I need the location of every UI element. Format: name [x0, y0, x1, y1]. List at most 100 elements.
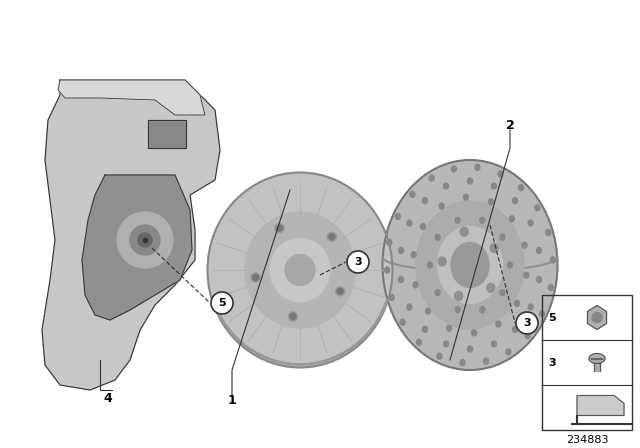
Ellipse shape [387, 239, 392, 246]
Circle shape [516, 312, 538, 334]
Text: 5: 5 [548, 313, 556, 323]
Ellipse shape [480, 307, 485, 313]
Ellipse shape [413, 282, 418, 288]
Ellipse shape [589, 353, 605, 363]
Ellipse shape [290, 314, 296, 319]
Ellipse shape [435, 234, 440, 241]
Ellipse shape [435, 289, 440, 296]
Ellipse shape [508, 262, 513, 268]
Ellipse shape [496, 321, 501, 327]
Ellipse shape [492, 183, 497, 189]
Ellipse shape [285, 254, 315, 285]
Text: 1: 1 [228, 393, 236, 406]
Ellipse shape [460, 227, 468, 236]
Polygon shape [42, 80, 220, 390]
Ellipse shape [407, 304, 412, 310]
Ellipse shape [438, 227, 502, 303]
Text: 2: 2 [506, 119, 515, 132]
Circle shape [138, 233, 152, 247]
Text: 234883: 234883 [566, 435, 608, 445]
Ellipse shape [420, 224, 426, 229]
Ellipse shape [546, 229, 551, 236]
Ellipse shape [500, 234, 505, 241]
Ellipse shape [548, 284, 553, 291]
Ellipse shape [536, 247, 541, 254]
Ellipse shape [460, 360, 465, 366]
Ellipse shape [490, 244, 499, 253]
Ellipse shape [438, 257, 446, 266]
Ellipse shape [439, 203, 444, 209]
Ellipse shape [451, 242, 489, 288]
Ellipse shape [444, 183, 449, 189]
Ellipse shape [467, 346, 472, 352]
Ellipse shape [550, 257, 556, 263]
Ellipse shape [429, 175, 434, 181]
Ellipse shape [383, 160, 557, 370]
Ellipse shape [422, 326, 428, 332]
Ellipse shape [207, 172, 392, 367]
Ellipse shape [524, 272, 529, 278]
Ellipse shape [475, 164, 480, 170]
Ellipse shape [467, 178, 472, 184]
Ellipse shape [535, 205, 540, 211]
Ellipse shape [455, 307, 460, 313]
Ellipse shape [251, 273, 260, 282]
Ellipse shape [540, 310, 545, 317]
Polygon shape [588, 306, 607, 329]
Ellipse shape [515, 301, 520, 306]
Text: 5: 5 [218, 298, 226, 308]
Polygon shape [577, 396, 624, 415]
Ellipse shape [528, 220, 533, 226]
Ellipse shape [447, 325, 452, 331]
Polygon shape [82, 175, 192, 320]
Ellipse shape [525, 332, 530, 339]
Ellipse shape [327, 232, 336, 241]
Ellipse shape [506, 349, 511, 355]
Text: 4: 4 [104, 392, 113, 405]
Polygon shape [58, 80, 205, 115]
Circle shape [592, 313, 602, 323]
Ellipse shape [509, 216, 515, 222]
Circle shape [347, 251, 369, 273]
Text: 3: 3 [548, 358, 556, 367]
Ellipse shape [492, 341, 497, 347]
Ellipse shape [396, 213, 401, 220]
Ellipse shape [487, 283, 495, 292]
Ellipse shape [488, 199, 493, 205]
Ellipse shape [275, 224, 284, 233]
Ellipse shape [513, 198, 518, 204]
Circle shape [117, 212, 173, 268]
Ellipse shape [329, 234, 335, 240]
Bar [594, 358, 600, 370]
Ellipse shape [498, 171, 503, 177]
Ellipse shape [522, 242, 527, 248]
Ellipse shape [253, 274, 259, 280]
Ellipse shape [410, 191, 415, 198]
Ellipse shape [422, 198, 428, 204]
Ellipse shape [399, 247, 404, 254]
Text: 3: 3 [354, 257, 362, 267]
Ellipse shape [417, 339, 422, 345]
Circle shape [211, 292, 233, 314]
Ellipse shape [407, 220, 412, 226]
Ellipse shape [484, 358, 488, 364]
Ellipse shape [411, 252, 416, 258]
Ellipse shape [335, 287, 344, 296]
Ellipse shape [426, 308, 431, 314]
Ellipse shape [289, 312, 298, 321]
Ellipse shape [528, 304, 533, 310]
Ellipse shape [451, 166, 456, 172]
Ellipse shape [245, 212, 355, 328]
Bar [148, 120, 186, 148]
Ellipse shape [463, 194, 468, 200]
Ellipse shape [400, 319, 405, 325]
Ellipse shape [276, 225, 283, 231]
Ellipse shape [536, 276, 541, 283]
Circle shape [130, 225, 160, 255]
Text: 3: 3 [523, 318, 531, 328]
Ellipse shape [518, 185, 524, 191]
Ellipse shape [385, 267, 390, 273]
Ellipse shape [337, 289, 343, 294]
Ellipse shape [480, 217, 485, 223]
Ellipse shape [389, 294, 394, 301]
